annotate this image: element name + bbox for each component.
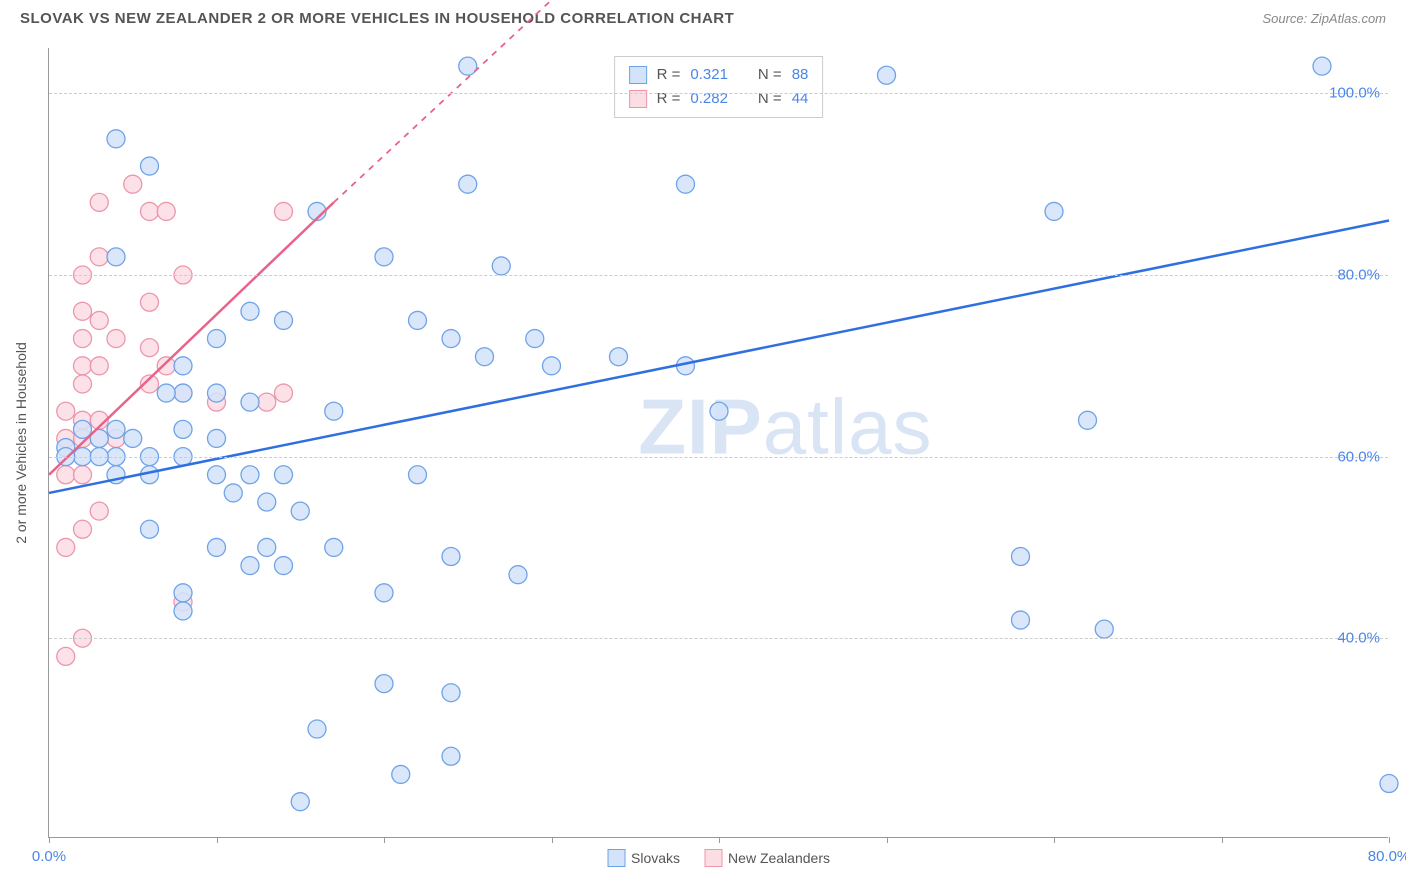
chart-title: SLOVAK VS NEW ZEALANDER 2 OR MORE VEHICL… xyxy=(20,10,734,27)
x-tick xyxy=(1222,837,1223,843)
y-tick-label: 60.0% xyxy=(1337,448,1380,465)
legend-row-slovaks: R = 0.321 N = 88 xyxy=(629,63,809,87)
chart-svg xyxy=(49,48,1389,838)
x-tick xyxy=(217,837,218,843)
legend-item-newzealanders: New Zealanders xyxy=(704,849,830,867)
swatch-slovaks xyxy=(629,66,647,84)
y-tick-label: 40.0% xyxy=(1337,630,1380,647)
y-axis-label: 2 or more Vehicles in Household xyxy=(13,342,29,544)
x-tick-label: 80.0% xyxy=(1368,848,1406,865)
r-value-newzealanders: 0.282 xyxy=(690,87,728,111)
x-tick xyxy=(49,837,50,843)
legend-label-slovaks: Slovaks xyxy=(631,850,680,866)
x-tick xyxy=(1054,837,1055,843)
legend-correlation: R = 0.321 N = 88 R = 0.282 N = 44 xyxy=(614,56,824,118)
swatch-slovaks-icon xyxy=(607,849,625,867)
r-value-slovaks: 0.321 xyxy=(690,63,728,87)
source-label: Source: ZipAtlas.com xyxy=(1262,11,1386,26)
gridline xyxy=(49,457,1388,458)
legend-item-slovaks: Slovaks xyxy=(607,849,680,867)
x-tick xyxy=(384,837,385,843)
n-label: N = xyxy=(758,63,782,87)
x-tick xyxy=(887,837,888,843)
legend-row-newzealanders: R = 0.282 N = 44 xyxy=(629,87,809,111)
r-label: R = xyxy=(657,87,681,111)
n-value-slovaks: 88 xyxy=(792,63,809,87)
y-tick-label: 100.0% xyxy=(1329,85,1380,102)
swatch-newzealanders-icon xyxy=(704,849,722,867)
gridline xyxy=(49,638,1388,639)
n-value-newzealanders: 44 xyxy=(792,87,809,111)
r-label: R = xyxy=(657,63,681,87)
legend-label-newzealanders: New Zealanders xyxy=(728,850,830,866)
scatter-chart: 2 or more Vehicles in Household ZIPatlas… xyxy=(48,48,1388,838)
gridline xyxy=(49,93,1388,94)
y-tick-label: 80.0% xyxy=(1337,267,1380,284)
x-tick-label: 0.0% xyxy=(32,848,66,865)
gridline xyxy=(49,275,1388,276)
x-tick xyxy=(1389,837,1390,843)
x-tick xyxy=(552,837,553,843)
legend-series: Slovaks New Zealanders xyxy=(607,849,830,867)
x-tick xyxy=(719,837,720,843)
n-label: N = xyxy=(758,87,782,111)
